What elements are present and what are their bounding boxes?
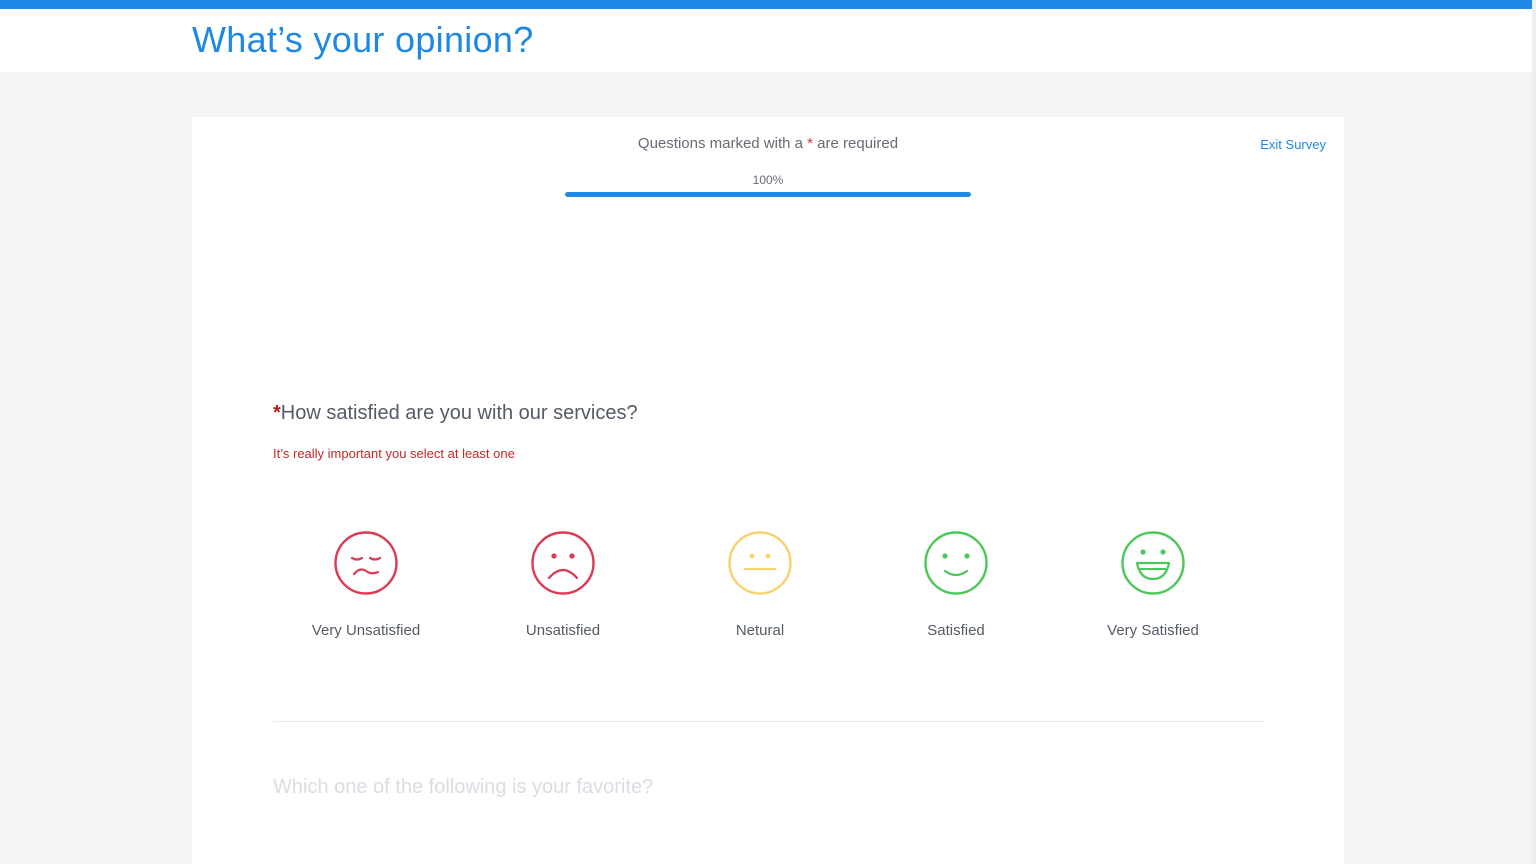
required-note: Questions marked with a * are required [192, 135, 1344, 152]
question-required-star: * [273, 402, 281, 424]
very-satisfied-face-icon [1121, 531, 1185, 595]
rating-label: Netural [735, 622, 785, 639]
progress-label: 100% [752, 173, 784, 187]
survey-card: Questions marked with a * are required E… [192, 117, 1344, 864]
progress-bar [565, 192, 971, 197]
rating-label: Very Satisfied [1107, 622, 1199, 639]
rating-neutral[interactable]: Netural [680, 530, 840, 639]
required-note-prefix: Questions marked with a [637, 135, 808, 152]
rating-label: Very Unsatisfied [311, 622, 421, 639]
page-scrollbar[interactable] [1532, 0, 1536, 864]
neutral-face-icon [728, 531, 792, 595]
rating-very-satisfied[interactable]: Very Satisfied [1073, 530, 1233, 639]
validation-error: It’s really important you select at leas… [273, 446, 515, 461]
required-note-suffix: are required [813, 135, 899, 152]
question-satisfaction-text: How satisfied are you with our services? [280, 402, 638, 424]
rating-unsatisfied[interactable]: Unsatisfied [483, 530, 643, 639]
question-satisfaction-title: *How satisfied are you with our services… [273, 402, 638, 425]
top-accent-bar [0, 0, 1536, 9]
exit-survey-link[interactable]: Exit Survey [1260, 137, 1326, 152]
required-star: * [807, 135, 814, 152]
progress-bar-fill [565, 192, 971, 197]
rating-satisfied[interactable]: Satisfied [876, 530, 1036, 639]
page-title: What’s your opinion? [192, 19, 534, 60]
rating-label: Satisfied [927, 622, 985, 639]
page-header: What’s your opinion? [0, 9, 1536, 72]
satisfied-face-icon [924, 531, 988, 595]
question-divider [273, 721, 1264, 722]
very-unsatisfied-face-icon [334, 531, 398, 595]
unsatisfied-face-icon [531, 531, 595, 595]
rating-label: Unsatisfied [525, 622, 601, 639]
satisfaction-options: Very Unsatisfied Unsatisfied Netural [273, 530, 1264, 650]
question-favorite-title: Which one of the following is your favor… [273, 776, 654, 798]
rating-very-unsatisfied[interactable]: Very Unsatisfied [286, 530, 446, 639]
